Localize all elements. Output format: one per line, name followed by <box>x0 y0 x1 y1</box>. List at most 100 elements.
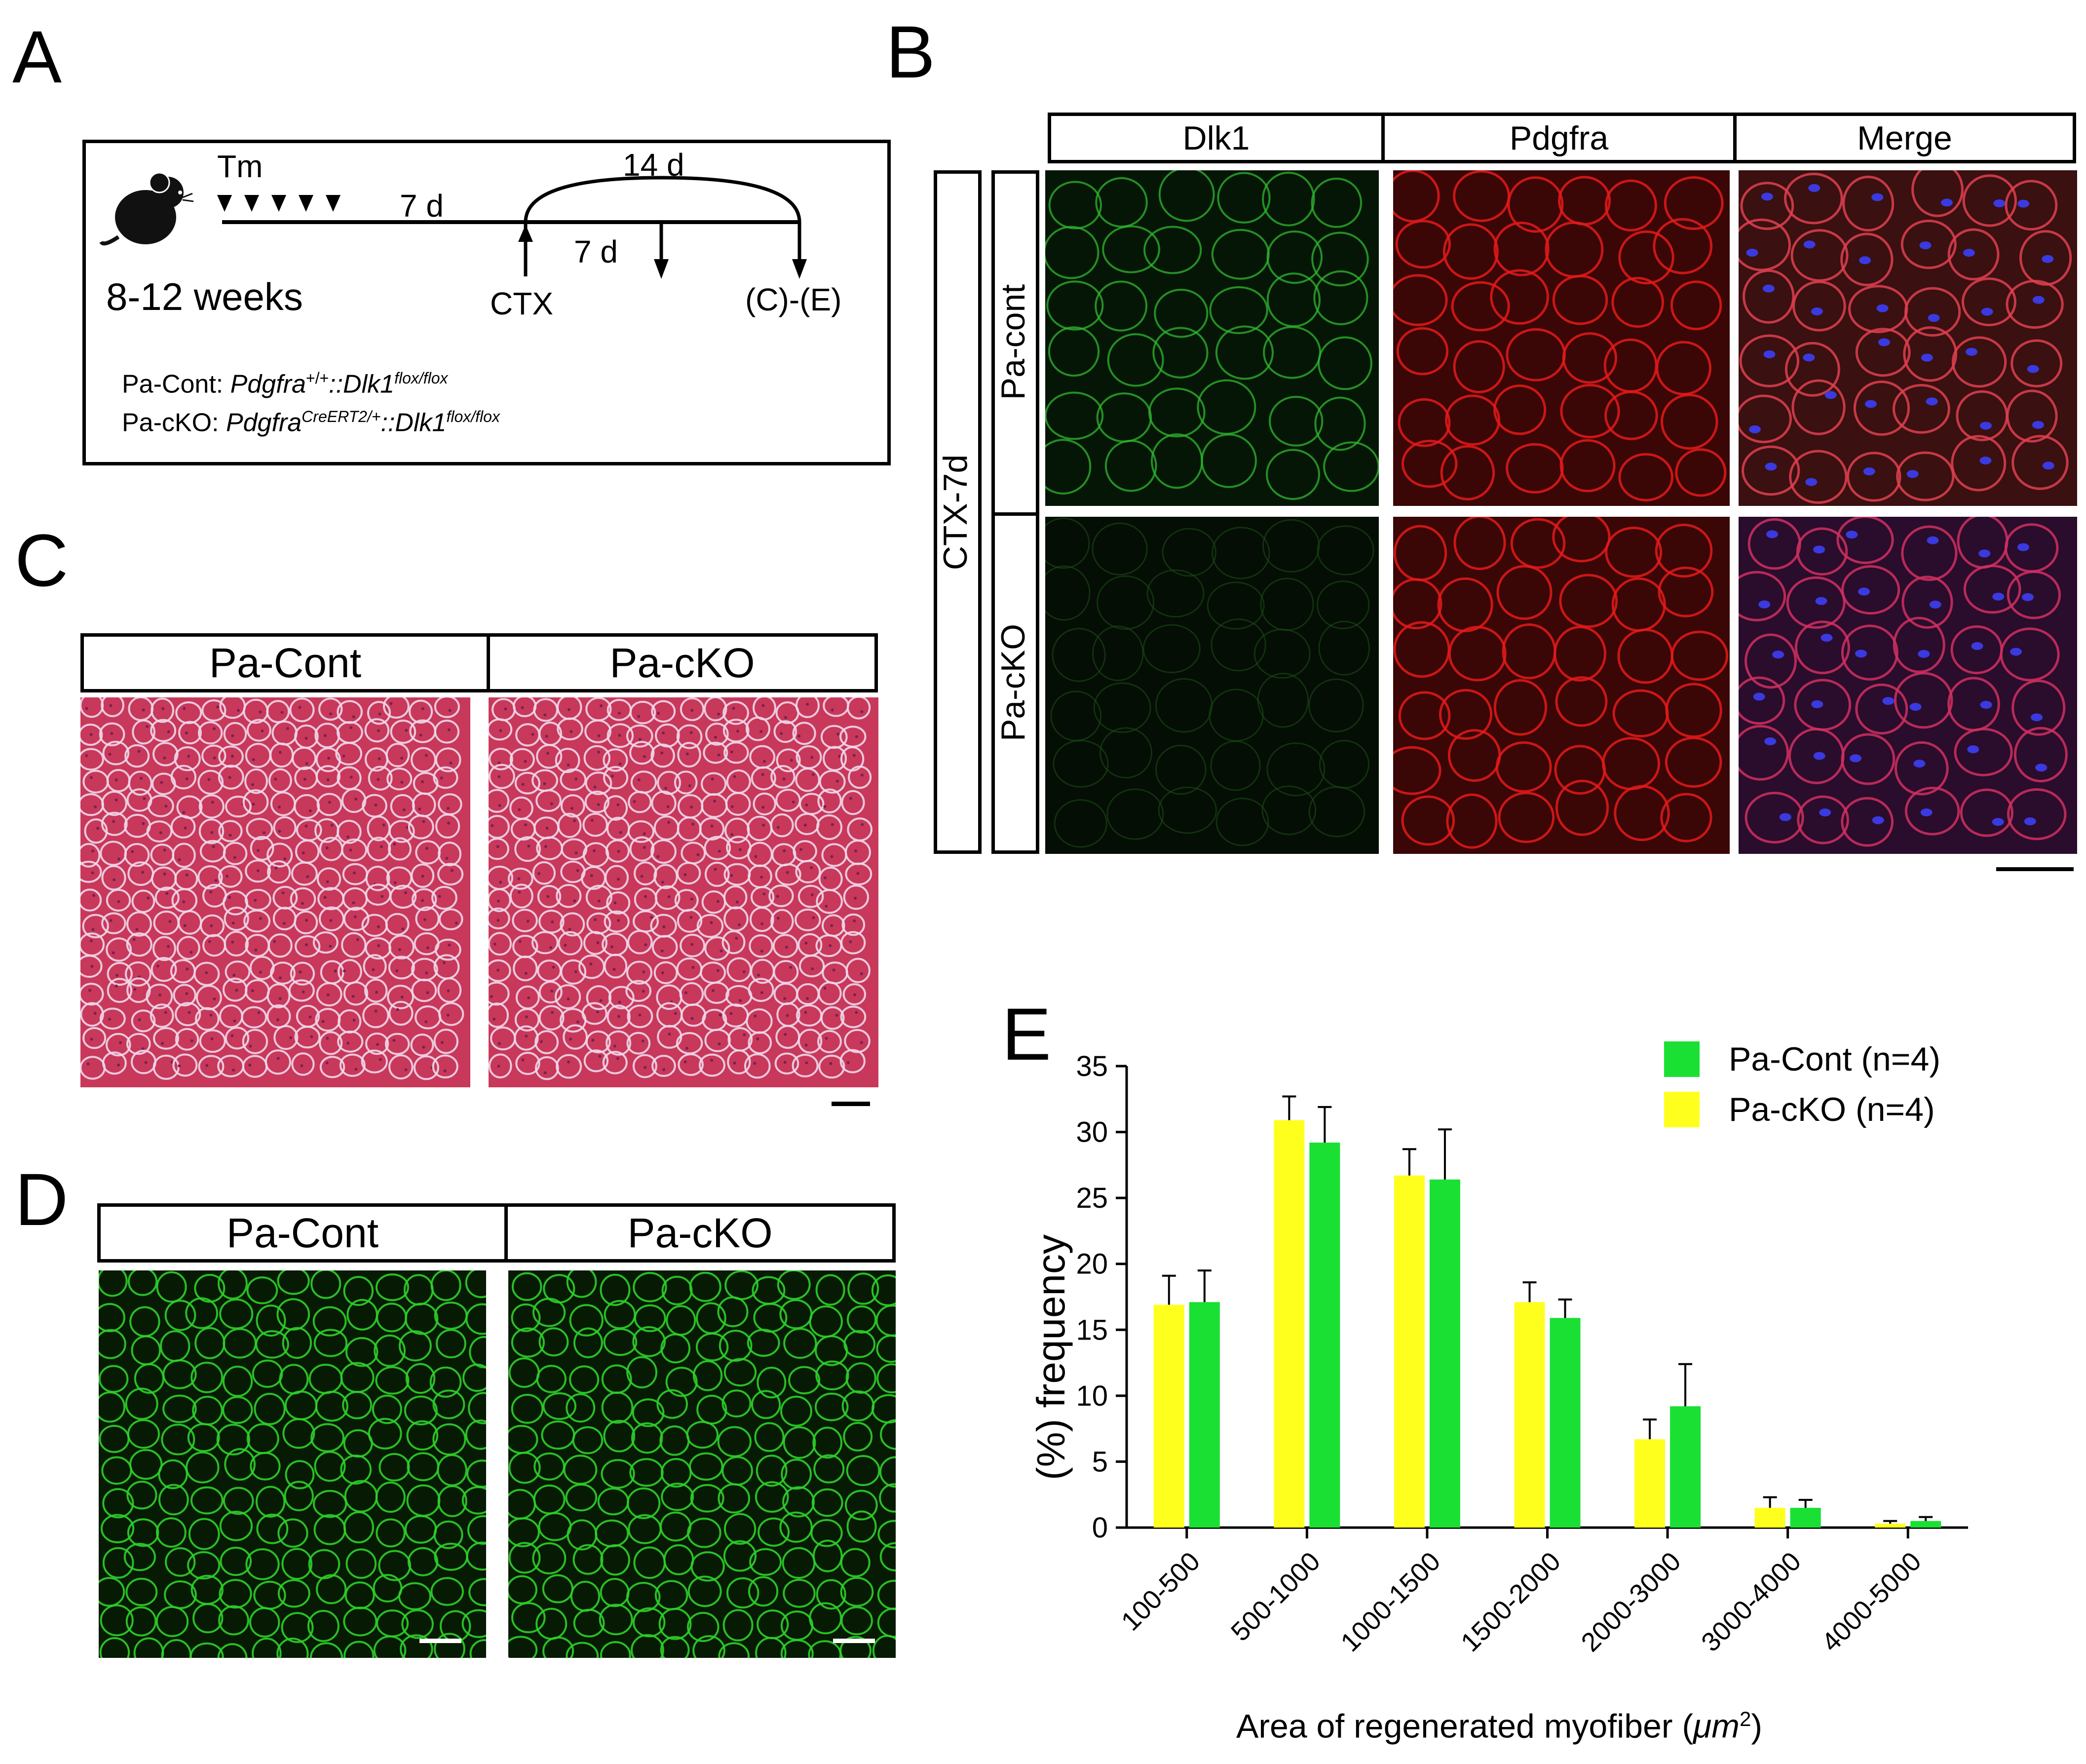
cell-outline <box>100 1604 134 1637</box>
nucleus <box>835 1013 838 1017</box>
cell-outline <box>1655 524 1713 578</box>
cell-outline <box>584 790 610 813</box>
nucleus <box>1763 350 1776 358</box>
nucleus <box>232 1069 235 1072</box>
cell-outline <box>534 1056 559 1080</box>
cell-outline <box>375 1273 409 1302</box>
legend-label-cont: Pa-Cont (n=4) <box>1729 1040 1940 1078</box>
cell-outline <box>650 839 677 864</box>
nucleus <box>617 919 620 922</box>
cell-outline <box>812 1539 843 1572</box>
cell-outline <box>627 930 653 955</box>
cell-outline <box>170 765 197 790</box>
nucleus <box>438 895 441 898</box>
nucleus <box>143 797 146 801</box>
cell-outline <box>558 931 583 956</box>
cell-outline <box>509 883 533 909</box>
cell-outline <box>532 1298 566 1327</box>
cell-outline <box>755 1637 787 1658</box>
nucleus <box>1855 650 1867 658</box>
cell-outline <box>820 1006 845 1030</box>
nucleus <box>212 845 215 848</box>
cell-outline <box>508 1542 541 1574</box>
cell-outline <box>375 1481 406 1513</box>
cell-outline <box>127 1518 159 1547</box>
cell-outline <box>100 1514 135 1543</box>
cell-outline <box>225 1027 250 1050</box>
nucleus <box>342 755 345 758</box>
nucleus <box>1803 240 1816 249</box>
nucleus <box>690 1017 694 1020</box>
nucleus <box>618 1000 621 1004</box>
cell-outline <box>601 1391 634 1424</box>
y-tick-label: 15 <box>1076 1314 1108 1346</box>
cell-outline <box>810 1519 843 1547</box>
cell-outline <box>99 1303 125 1333</box>
cell-outline <box>218 1605 249 1636</box>
cell-outline <box>1154 288 1209 338</box>
cell-outline <box>839 1636 872 1658</box>
cell-outline <box>255 1486 286 1518</box>
cell-outline <box>220 1546 252 1576</box>
cell-outline <box>1510 518 1566 569</box>
nucleus <box>612 968 616 971</box>
nucleus <box>185 731 188 735</box>
micrograph-dlk1-cont <box>1045 170 1379 506</box>
nucleus <box>304 943 308 947</box>
cell-outline <box>1045 439 1092 495</box>
cell-outline <box>626 1032 651 1055</box>
cell-outline <box>542 1636 574 1658</box>
cell-outline <box>343 1276 374 1306</box>
cell-outline <box>1562 332 1618 384</box>
cell-outline <box>1961 277 2016 326</box>
nucleus <box>135 928 139 931</box>
cell-outline <box>1215 798 1269 846</box>
nucleus <box>810 756 814 759</box>
nucleus <box>378 757 381 761</box>
nucleus <box>524 760 527 763</box>
cell-outline <box>438 1002 464 1026</box>
nucleus <box>349 775 353 779</box>
cell-outline <box>101 697 124 718</box>
cell-outline <box>1262 171 1315 227</box>
cell-outline <box>432 1389 465 1419</box>
nucleus <box>393 881 397 884</box>
cell-outline <box>1257 673 1309 728</box>
cell-outline <box>514 771 541 795</box>
cell-outline <box>817 788 842 813</box>
cell-outline <box>665 1367 698 1397</box>
cell-outline <box>572 1544 604 1575</box>
cell-outline <box>384 1033 410 1055</box>
nucleus <box>573 899 576 903</box>
nucleus <box>141 1047 145 1050</box>
nucleus <box>372 968 375 971</box>
cell-outline <box>1559 574 1618 628</box>
cell-outline <box>153 1027 179 1050</box>
nucleus <box>1927 536 1939 544</box>
nucleus <box>790 759 793 762</box>
cell-outline <box>1552 517 1611 563</box>
col-header-merge: Merge <box>1733 113 2076 163</box>
cell-outline <box>339 1053 366 1077</box>
genotype-cko-flox: flox/flox <box>446 408 500 425</box>
nucleus <box>299 970 302 974</box>
cell-outline <box>80 843 101 868</box>
cell-outline <box>80 983 104 1006</box>
nucleus <box>545 826 549 830</box>
nucleus <box>231 940 234 944</box>
nucleus <box>88 989 92 992</box>
cell-outline <box>273 816 297 840</box>
nucleus <box>325 846 329 850</box>
nucleus <box>714 868 717 871</box>
cell-outline <box>783 1578 816 1608</box>
nucleus <box>564 944 567 947</box>
nucleus <box>616 878 620 881</box>
nucleus <box>730 805 734 808</box>
cell-outline <box>603 1328 638 1356</box>
cell-outline <box>1162 528 1216 577</box>
cell-outline <box>536 744 563 769</box>
cell-outline <box>1846 452 1901 502</box>
cell-outline <box>165 1547 196 1577</box>
cell-outline <box>1951 336 2007 388</box>
cell-outline <box>555 748 580 773</box>
